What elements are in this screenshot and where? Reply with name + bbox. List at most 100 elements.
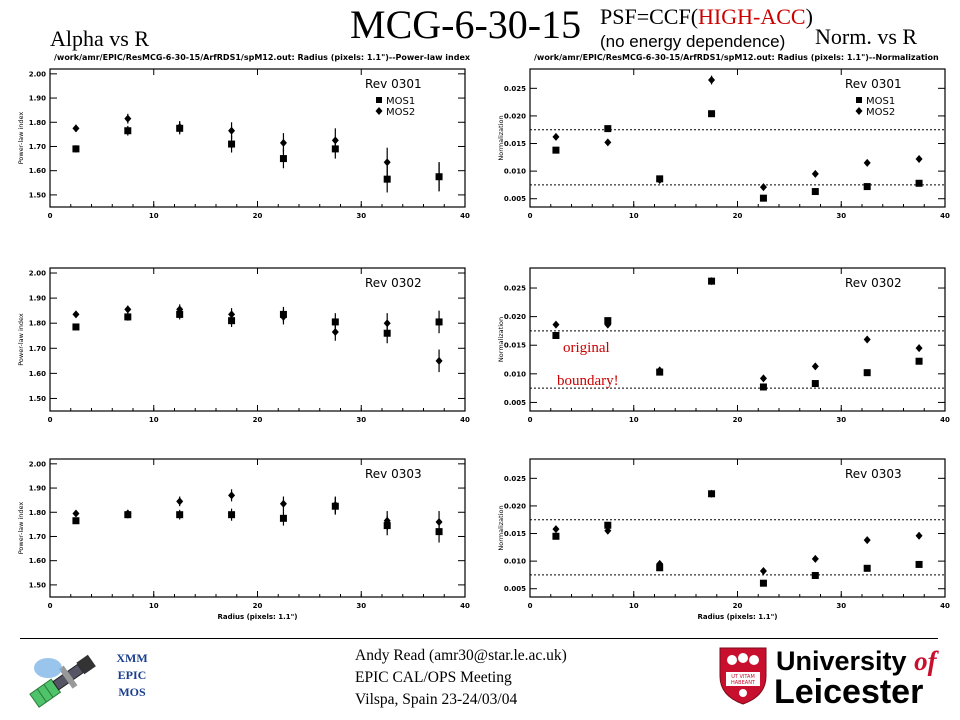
location-line: Vilspa, Spain 23-24/03/04 bbox=[355, 691, 518, 708]
shield-motto-line2: HABEANT bbox=[731, 680, 756, 686]
legend-diamond-marker bbox=[375, 107, 383, 115]
y-tick-label: 1.50 bbox=[29, 395, 46, 403]
x-tick-label: 30 bbox=[356, 602, 366, 610]
data-point-mos1 bbox=[124, 127, 132, 135]
norm-chart-rev0301: /work/amr/EPIC/ResMCG-6-30-15/ArfRDS1/sp… bbox=[497, 53, 950, 220]
data-point-mos2 bbox=[228, 491, 236, 500]
data-point-mos2 bbox=[656, 175, 664, 184]
data-point-mos1 bbox=[811, 380, 819, 388]
legend-label: MOS1 bbox=[866, 96, 895, 107]
university-name-line2: Leicester bbox=[774, 673, 924, 711]
data-point-mos1 bbox=[176, 310, 184, 318]
x-tick-label: 20 bbox=[733, 602, 743, 610]
data-point-mos2 bbox=[915, 531, 923, 540]
rev-label: Rev 0301 bbox=[365, 77, 422, 91]
data-point-mos2 bbox=[176, 123, 184, 132]
x-tick-label: 30 bbox=[356, 212, 366, 220]
rev-label: Rev 0302 bbox=[365, 276, 422, 290]
y-axis-label: Power-law index bbox=[17, 502, 25, 555]
y-tick-label: 1.60 bbox=[29, 167, 46, 175]
legend-square-marker bbox=[376, 97, 382, 103]
x-tick-label: 10 bbox=[149, 602, 159, 610]
data-point-mos2 bbox=[176, 497, 184, 506]
alpha-chart-rev0301: /work/amr/EPIC/ResMCG-6-30-15/ArfRDS1/sp… bbox=[17, 53, 471, 220]
x-tick-label: 0 bbox=[528, 416, 533, 424]
y-tick-label: 2.00 bbox=[29, 460, 46, 468]
data-point-mos2 bbox=[552, 525, 560, 534]
x-axis-label: Radius (pixels: 1.1") bbox=[217, 613, 297, 621]
legend-square-marker bbox=[856, 97, 862, 103]
data-point-mos2 bbox=[435, 356, 443, 365]
satellite-logo-icon bbox=[29, 654, 96, 708]
shield-motto-line1: UT VITAM bbox=[731, 674, 755, 680]
y-tick-label: 1.70 bbox=[29, 143, 46, 151]
data-point-mos1 bbox=[279, 514, 287, 522]
rev-label: Rev 0303 bbox=[845, 467, 902, 481]
data-point-mos2 bbox=[708, 277, 716, 286]
legend-diamond-marker bbox=[855, 107, 863, 115]
y-tick-label: 0.005 bbox=[504, 195, 526, 203]
annotation-line1: original bbox=[563, 340, 610, 356]
y-tick-label: 1.80 bbox=[29, 509, 46, 517]
x-tick-label: 0 bbox=[48, 416, 53, 424]
data-point-mos1 bbox=[176, 511, 184, 519]
y-axis-label: Normalization bbox=[497, 505, 505, 550]
norm-column-label: Norm. vs R bbox=[815, 24, 918, 49]
data-point-mos2 bbox=[72, 310, 80, 319]
x-tick-label: 10 bbox=[149, 212, 159, 220]
data-point-mos2 bbox=[708, 489, 716, 498]
y-tick-label: 0.025 bbox=[504, 285, 526, 293]
data-point-mos2 bbox=[331, 501, 339, 509]
data-point-mos1 bbox=[228, 511, 236, 519]
data-point-mos2 bbox=[759, 567, 767, 576]
y-tick-label: 1.90 bbox=[29, 485, 46, 493]
data-point-mos1 bbox=[915, 179, 923, 187]
y-tick-label: 0.015 bbox=[504, 342, 526, 350]
y-tick-label: 0.005 bbox=[504, 585, 526, 593]
data-point-mos2 bbox=[383, 158, 391, 167]
data-point-mos2 bbox=[279, 499, 287, 508]
y-tick-label: 0.015 bbox=[504, 530, 526, 538]
data-point-mos2 bbox=[279, 138, 287, 147]
rev-label: Rev 0302 bbox=[845, 276, 902, 290]
data-point-mos2 bbox=[759, 183, 767, 192]
x-tick-label: 40 bbox=[940, 416, 950, 424]
psf-setting: PSF=CCF(HIGH-ACC) bbox=[600, 4, 813, 30]
y-tick-label: 1.70 bbox=[29, 533, 46, 541]
data-point-mos2 bbox=[383, 516, 391, 525]
norm-chart-rev0302: 0 10 20 30 40 0.005 0.010 0.015 0.020 0.025 Normal… bbox=[497, 267, 950, 424]
y-axis-label: Normalization bbox=[497, 317, 505, 362]
x-tick-label: 40 bbox=[940, 212, 950, 220]
data-point-mos1 bbox=[915, 357, 923, 365]
x-tick-label: 0 bbox=[48, 602, 53, 610]
data-point-mos2 bbox=[604, 526, 612, 535]
x-tick-label: 10 bbox=[629, 416, 639, 424]
x-tick-label: 40 bbox=[460, 416, 470, 424]
data-point-mos1 bbox=[124, 313, 132, 321]
rev-label: Rev 0301 bbox=[845, 77, 902, 91]
norm-chart-rev0303: 0 10 20 30 40 0.005 0.010 0.015 0.020 0.025 Normal… bbox=[497, 458, 950, 621]
data-point-mos2 bbox=[435, 172, 443, 181]
annotation-line2: boundary! bbox=[557, 373, 619, 389]
y-tick-label: 1.50 bbox=[29, 191, 46, 199]
legend-label: MOS1 bbox=[386, 96, 415, 107]
psf-prefix: PSF=CCF( bbox=[600, 4, 699, 29]
data-point-mos1 bbox=[72, 323, 80, 331]
y-tick-label: 0.020 bbox=[504, 502, 526, 510]
data-point-mos2 bbox=[176, 305, 184, 314]
university-name-line1: University of bbox=[776, 646, 937, 676]
data-point-mos2 bbox=[915, 344, 923, 353]
data-point-mos2 bbox=[124, 114, 132, 123]
data-point-mos1 bbox=[915, 560, 923, 568]
data-point-mos2 bbox=[72, 124, 80, 133]
data-point-mos1 bbox=[72, 517, 80, 525]
data-point-mos1 bbox=[759, 579, 767, 587]
x-tick-label: 20 bbox=[253, 602, 263, 610]
data-point-mos2 bbox=[863, 158, 871, 167]
chart-title: /work/amr/EPIC/ResMCG-6-30-15/ArfRDS1/sp… bbox=[54, 53, 471, 62]
y-tick-label: 0.025 bbox=[504, 85, 526, 93]
psf-highlight: HIGH-ACC bbox=[698, 4, 806, 29]
xmm-label: XMM bbox=[116, 651, 148, 665]
y-tick-label: 1.80 bbox=[29, 320, 46, 328]
x-tick-label: 40 bbox=[460, 212, 470, 220]
